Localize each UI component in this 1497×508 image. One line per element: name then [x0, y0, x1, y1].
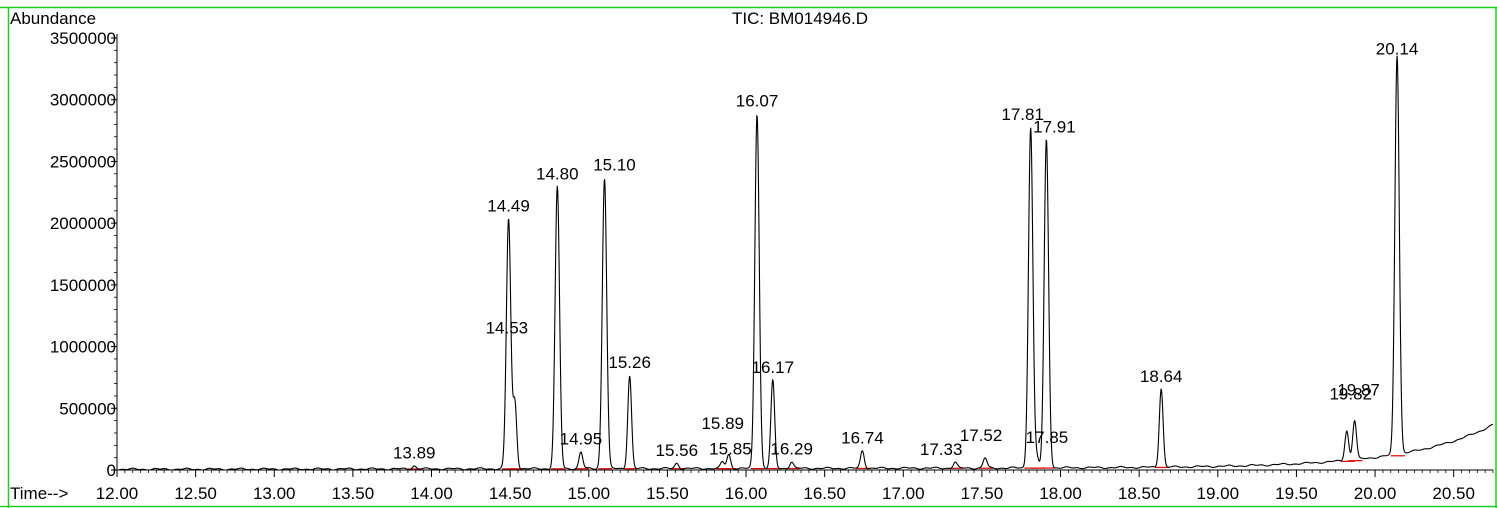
integration-baselines: [407, 455, 1405, 470]
x-tick-label: 20.00: [1354, 484, 1397, 503]
peak-label: 15.56: [656, 441, 699, 460]
x-tick-label: 20.50: [1432, 484, 1475, 503]
peak-label: 14.49: [487, 196, 530, 215]
y-tick-label: 500000: [59, 399, 116, 418]
x-tick-label: 12.00: [96, 484, 139, 503]
peak-label: 15.10: [593, 156, 636, 175]
axes: 12.00 12.50 13.00 13.50 14.00 14.50 15.00 15.50…: [50, 29, 1494, 503]
peak-label: 17.33: [920, 440, 963, 459]
x-tick-label: 19.00: [1197, 484, 1240, 503]
peak-label: 17.81: [1001, 105, 1044, 124]
peak-label: 15.89: [701, 414, 744, 433]
peak-label: 14.80: [536, 164, 579, 183]
x-tick-label: 18.00: [1039, 484, 1082, 503]
peak-label: 16.17: [751, 358, 794, 377]
x-tick-label: 14.50: [489, 484, 532, 503]
y-tick-label: 3500000: [50, 29, 116, 48]
peak-label: 18.64: [1140, 367, 1183, 386]
peak-label: 17.52: [960, 426, 1003, 445]
peak-labels: 13.89 14.49 14.53 14.80 14.95 15.10 15.26 15.56…: [393, 40, 1418, 463]
peak-label: 14.95: [560, 430, 603, 449]
peak-label: 19.87: [1337, 381, 1380, 400]
peak-label: 17.85: [1026, 428, 1069, 447]
y-tick-label: 2000000: [50, 214, 116, 233]
x-tick-label: 14.00: [410, 484, 453, 503]
peak-label: 19.82: [1329, 384, 1372, 403]
x-tick-label: 12.50: [174, 484, 217, 503]
y-axis-label: Abundance: [10, 9, 96, 28]
y-tick-label: 2500000: [50, 152, 116, 171]
peak-label: 16.29: [770, 440, 813, 459]
x-tick-label: 13.50: [332, 484, 375, 503]
y-tick-label: 0: [107, 461, 116, 480]
x-tick-label: 19.50: [1275, 484, 1318, 503]
tic-trace: [117, 55, 1494, 471]
x-tick-label: 16.00: [725, 484, 768, 503]
x-tick-label: 15.50: [646, 484, 689, 503]
x-tick-label: 17.00: [882, 484, 925, 503]
x-tick-label: 16.50: [803, 484, 846, 503]
peak-label: 20.14: [1376, 40, 1419, 59]
y-tick-label: 3000000: [50, 91, 116, 110]
peak-label: 15.85: [709, 440, 752, 459]
y-tick-label: 1000000: [50, 338, 116, 357]
y-tick-label: 1500000: [50, 276, 116, 295]
peak-label: 14.53: [486, 318, 529, 337]
peak-label: 13.89: [393, 443, 436, 462]
x-tick-label: 17.50: [961, 484, 1004, 503]
peak-label: 15.26: [608, 353, 651, 372]
x-tick-label: 13.00: [253, 484, 296, 503]
x-tick-label: 15.00: [567, 484, 610, 503]
chart-title: TIC: BM014946.D: [732, 9, 868, 28]
x-axis-label: Time-->: [10, 484, 68, 503]
peak-label: 16.07: [736, 92, 779, 111]
peak-label: 17.91: [1033, 117, 1076, 136]
x-tick-label: 18.50: [1118, 484, 1161, 503]
peak-label: 16.74: [841, 428, 884, 447]
